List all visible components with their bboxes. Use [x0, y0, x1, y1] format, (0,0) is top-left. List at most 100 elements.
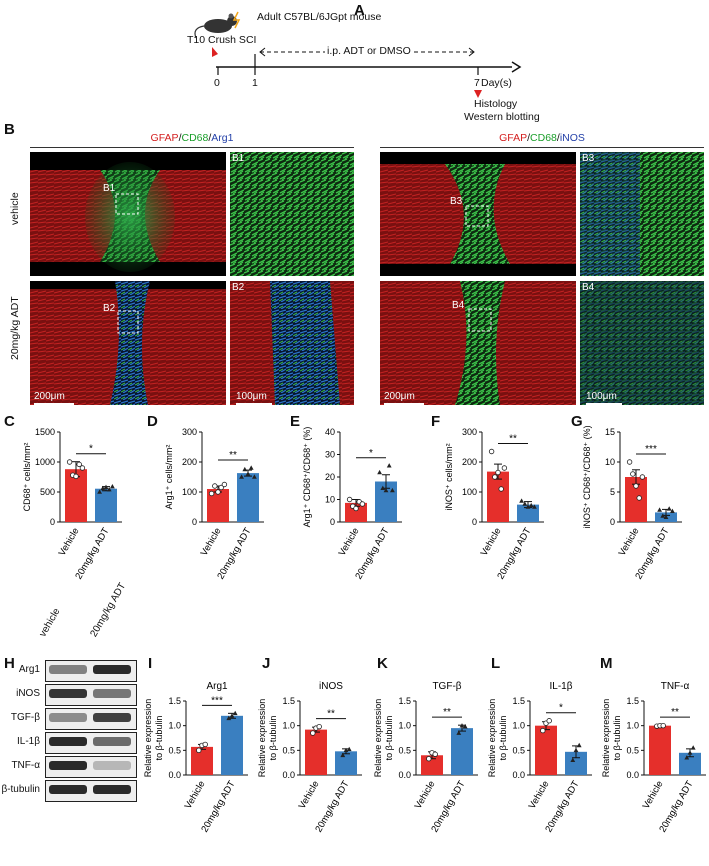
- data-point: [657, 507, 662, 512]
- data-point: [215, 489, 221, 495]
- y-tick-label: 30: [325, 450, 335, 460]
- y-axis-label-line: Relative expression: [143, 699, 153, 778]
- micrograph-b1-zoom: [230, 152, 354, 276]
- y-axis-label-line: Relative expression: [257, 699, 267, 778]
- data-point: [218, 484, 224, 491]
- significance-label: **: [671, 707, 679, 718]
- data-point: [636, 495, 642, 501]
- left-title-rule: [30, 147, 354, 148]
- data-point: [690, 745, 696, 750]
- scale-bar-large-right: [384, 403, 424, 405]
- y-axis-label-line: Relative expression: [487, 699, 497, 778]
- significance-label: *: [559, 703, 563, 714]
- mouse-icon: [194, 13, 237, 39]
- data-point: [687, 750, 693, 755]
- bar-20mg-kg-adt: [451, 728, 473, 775]
- significance-label: **: [509, 434, 517, 445]
- y-tick-label: 0.5: [626, 745, 639, 755]
- timeline-diagram: [194, 11, 522, 98]
- data-point: [660, 722, 666, 729]
- data-point: [106, 487, 112, 492]
- y-tick-label: 0.0: [626, 770, 639, 780]
- chart-k: 0.0 0.5 1.0 1.5 Relative expressionto β-tubu…: [373, 681, 478, 834]
- blot-label: TNF-α: [11, 760, 40, 771]
- data-point: [488, 448, 495, 455]
- inset-label-b4: B4: [452, 300, 465, 311]
- bar-vehicle: [649, 725, 671, 775]
- micrograph-vehicle-inos: [380, 152, 576, 276]
- bar-vehicle: [625, 477, 647, 522]
- data-point: [570, 757, 576, 762]
- chart-title: Arg1: [206, 681, 228, 692]
- scale-bar-large-left: [34, 403, 74, 405]
- x-tick-label: Vehicle: [479, 526, 504, 558]
- right-stain-title: GFAP/CD68/iNOS: [499, 132, 585, 144]
- panel-label-h: H: [4, 655, 15, 672]
- data-point: [626, 459, 633, 465]
- data-point: [221, 481, 228, 488]
- data-point: [252, 474, 257, 479]
- data-point: [432, 751, 438, 757]
- data-point: [684, 755, 690, 760]
- data-point: [639, 474, 646, 480]
- data-point: [492, 474, 498, 480]
- panel-label-k: K: [377, 655, 388, 672]
- data-point: [79, 465, 86, 471]
- data-point: [232, 710, 238, 716]
- data-point: [390, 487, 395, 493]
- y-axis-label: Relative expressionto β-tubulin: [143, 699, 164, 778]
- blot-band: [49, 761, 87, 770]
- timeline-arrowhead: [511, 61, 522, 73]
- y-tick-label: 20: [325, 472, 335, 482]
- y-tick-label: 500: [40, 487, 55, 497]
- x-tick-label: Vehicle: [617, 526, 642, 558]
- row-label-adt: 20mg/kg ADT: [9, 296, 21, 360]
- y-axis-label: Relative expressionto β-tubulin: [487, 699, 508, 778]
- panel-label-f: F: [431, 413, 441, 430]
- x-tick-label: Vehicle: [199, 526, 224, 558]
- row-label-vehicle: vehicle: [9, 192, 21, 225]
- y-tick-label: 15: [605, 427, 615, 437]
- scale-bar-label-large-left: 200μm: [34, 391, 65, 402]
- y-tick-label: 1000: [35, 457, 55, 467]
- y-tick-label: 1.5: [512, 696, 525, 706]
- y-tick-label: 0: [330, 517, 335, 527]
- data-point: [226, 715, 232, 721]
- chart-i: 0.0 0.5 1.0 1.5 Relative expressionto β-tubu…: [143, 681, 248, 834]
- data-point: [359, 501, 366, 507]
- data-point: [245, 471, 251, 476]
- y-tick-label: 1.5: [398, 696, 411, 706]
- data-point: [546, 718, 552, 724]
- inset-zoom-label-b4: B4: [582, 282, 595, 293]
- micrograph-b2-zoom: [230, 281, 354, 405]
- y-axis-label-line: Relative expression: [373, 699, 383, 778]
- y-axis-label: iNOS⁺ cells/mm²: [444, 443, 454, 510]
- y-axis-label: CD68⁺ cells/mm²: [22, 443, 32, 512]
- mouse-label: Adult C57BL/6JGpt mouse: [257, 11, 382, 23]
- significance-label: ***: [645, 444, 657, 455]
- scale-bar-small-left: [236, 403, 272, 405]
- micrograph-b4-zoom: [580, 281, 704, 405]
- data-point: [103, 484, 109, 489]
- right-title-rule: [380, 147, 704, 148]
- data-point: [73, 473, 79, 480]
- chart-j: 0.0 0.5 1.0 1.5 Relative expressionto β-tubu…: [257, 681, 362, 834]
- blot-band: [49, 785, 87, 794]
- data-point: [462, 724, 468, 729]
- y-tick-label: 1.5: [282, 696, 295, 706]
- data-point: [501, 465, 508, 471]
- y-axis-label-line: Relative expression: [601, 699, 611, 778]
- y-tick-label: 0.0: [168, 770, 181, 780]
- bar-vehicle: [535, 725, 557, 775]
- data-point: [573, 747, 579, 753]
- inset-label-b3: B3: [450, 196, 463, 207]
- scale-bar-label-small-right: 100μm: [586, 391, 617, 402]
- lightning-icon: [232, 11, 241, 29]
- injury-label: T10 Crush SCI: [187, 34, 257, 46]
- micrograph-b3-zoom: [580, 152, 704, 276]
- data-point: [633, 483, 639, 489]
- significance-label: ***: [211, 695, 223, 706]
- panel-label-i: I: [148, 655, 153, 672]
- data-point: [456, 730, 462, 735]
